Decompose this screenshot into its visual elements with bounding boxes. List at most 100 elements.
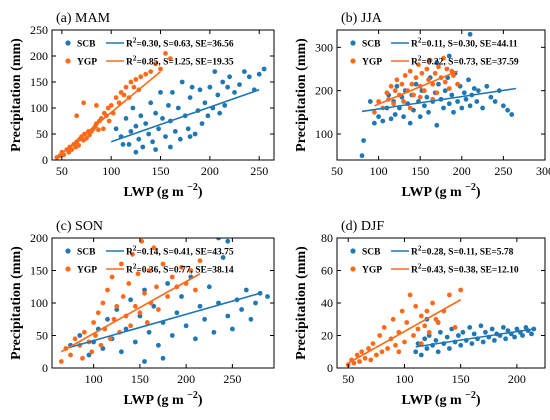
point-ygp	[407, 105, 413, 111]
point-scb	[136, 136, 142, 142]
legend-marker-ygp	[350, 58, 356, 64]
point-scb	[460, 329, 466, 335]
fit-line-scb	[415, 328, 534, 348]
x-tick-label: 100	[85, 372, 103, 386]
point-scb	[172, 129, 178, 134]
point-scb	[150, 139, 156, 145]
point-scb	[261, 66, 267, 72]
point-scb	[160, 116, 165, 121]
legend-name: YGP	[362, 266, 382, 276]
point-scb	[424, 94, 430, 100]
point-ygp	[143, 71, 149, 77]
point-scb	[426, 109, 431, 115]
point-ygp	[458, 287, 464, 293]
point-scb	[413, 81, 419, 87]
point-scb	[156, 126, 162, 132]
point-scb	[446, 53, 452, 59]
point-ygp	[100, 300, 106, 306]
point-scb	[211, 329, 217, 335]
point-scb	[143, 121, 149, 126]
point-ygp	[151, 245, 157, 251]
point-ygp	[441, 55, 446, 61]
point-scb	[417, 114, 423, 120]
legend-stats: R2=0.85, S=1.25, SE=19.35	[126, 55, 234, 68]
point-ygp	[91, 320, 96, 325]
legend-name: SCB	[77, 248, 96, 258]
point-ygp	[393, 342, 398, 348]
point-scb	[256, 71, 262, 77]
plot-frame	[336, 29, 546, 161]
fit-line-ygp	[347, 299, 462, 364]
y-tick-label: 200	[30, 49, 48, 63]
point-ygp	[94, 103, 99, 108]
point-scb	[132, 339, 138, 345]
point-ygp	[113, 95, 119, 100]
panel-0: 50 100 150 200 250 0 50 100 150 200 250 (a) MAM LWP …	[9, 11, 275, 200]
point-ygp	[409, 81, 415, 87]
point-ygp	[123, 84, 129, 90]
point-ygp	[139, 238, 145, 244]
legend-name: SCB	[77, 40, 96, 50]
point-scb	[529, 331, 534, 337]
point-scb	[189, 84, 195, 90]
point-scb	[222, 103, 228, 108]
legend-marker-ygp	[65, 266, 71, 272]
point-scb	[160, 355, 166, 361]
point-ygp	[169, 274, 175, 280]
point-ygp	[160, 261, 166, 267]
point-scb	[253, 300, 258, 306]
point-ygp	[401, 99, 406, 104]
point-scb	[128, 129, 134, 134]
point-ygp	[163, 51, 168, 56]
point-ygp	[430, 81, 436, 87]
point-ygp	[381, 325, 387, 330]
point-scb	[467, 325, 473, 330]
y-tick-label: 150	[30, 75, 48, 89]
y-tick-label: 300	[315, 40, 333, 54]
point-scb	[380, 118, 386, 124]
point-ygp	[362, 355, 368, 361]
point-ygp	[87, 132, 92, 138]
point-scb	[207, 84, 213, 90]
x-tick-label: 150	[411, 164, 429, 178]
point-ygp	[179, 264, 184, 270]
legend-name: YGP	[77, 266, 97, 276]
point-ygp	[144, 320, 150, 325]
point-scb	[146, 329, 152, 335]
point-ygp	[119, 261, 124, 267]
point-scb	[187, 95, 193, 100]
point-ygp	[111, 316, 117, 322]
point-scb	[455, 99, 460, 104]
point-scb	[505, 328, 511, 333]
point-ygp	[135, 271, 141, 277]
point-scb	[142, 287, 147, 293]
fit-line-ygp	[56, 70, 162, 159]
point-scb	[199, 121, 205, 126]
point-scb	[492, 99, 498, 104]
point-scb	[212, 69, 218, 74]
point-scb	[217, 110, 223, 116]
point-ygp	[411, 92, 416, 98]
point-scb	[142, 359, 147, 364]
x-axis-label: LWP (g m −2)	[123, 182, 202, 200]
fit-line-scb	[361, 87, 516, 113]
point-scb	[474, 99, 480, 104]
point-ygp	[451, 73, 456, 78]
plot-frame	[51, 237, 275, 369]
point-ygp	[89, 349, 95, 355]
point-ygp	[128, 323, 134, 329]
point-scb	[438, 329, 443, 335]
points-group	[345, 287, 537, 368]
point-ygp	[109, 274, 115, 280]
point-scb	[133, 149, 139, 155]
point-scb	[435, 349, 441, 355]
legend-stats: R2=0.36, S=0.77, SE=38.14	[126, 263, 234, 276]
point-scb	[242, 69, 247, 74]
point-ygp	[366, 346, 371, 351]
point-ygp	[138, 74, 144, 80]
point-ygp	[96, 127, 101, 133]
point-scb	[467, 31, 473, 37]
y-tick-label: 100	[315, 127, 333, 141]
point-scb	[503, 336, 508, 342]
point-scb	[130, 105, 136, 111]
